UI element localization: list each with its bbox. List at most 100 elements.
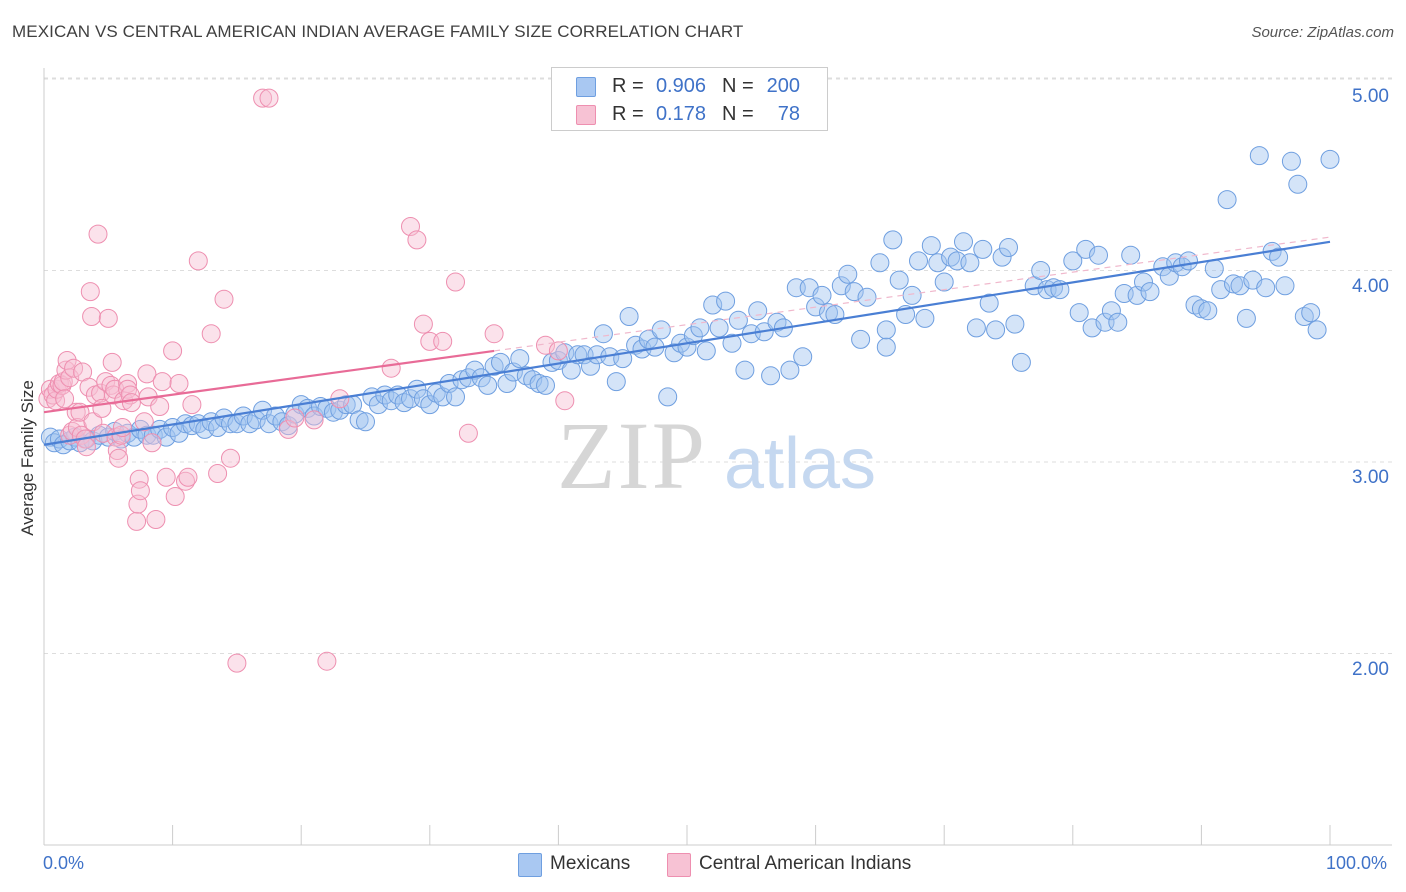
point-mexicans <box>446 387 465 407</box>
r-label: R = <box>612 103 644 125</box>
point-mexicans <box>658 387 678 407</box>
point-mexicans <box>1089 245 1108 265</box>
point-mexicans <box>966 318 986 338</box>
point-mexicans <box>1281 151 1301 171</box>
point-central-american-indians <box>458 423 478 443</box>
point-mexicans <box>510 349 530 369</box>
point-mexicans <box>497 374 517 393</box>
point-mexicans <box>1185 295 1205 315</box>
correlation-stats-box: R = 0.906 N = 200 R = 0.178 N = 78 <box>551 67 828 131</box>
point-central-american-indians <box>304 410 324 430</box>
point-mexicans <box>593 324 613 344</box>
point-mexicans <box>349 410 369 430</box>
point-central-american-indians <box>146 510 166 529</box>
point-mexicans <box>1069 303 1089 323</box>
y-tick-label-3: 3.00 <box>1352 467 1389 488</box>
point-mexicans <box>915 308 935 328</box>
point-mexicans <box>716 291 736 311</box>
point-mexicans <box>793 347 813 367</box>
point-mexicans <box>786 278 806 298</box>
point-central-american-indians <box>152 372 172 392</box>
point-mexicans <box>883 230 903 250</box>
point-mexicans <box>844 282 864 302</box>
point-mexicans <box>876 337 896 357</box>
point-central-american-indians <box>103 385 123 405</box>
point-mexicans <box>208 418 228 437</box>
point-central-american-indians <box>102 352 122 372</box>
point-mexicans <box>491 352 510 372</box>
point-mexicans <box>1082 318 1102 338</box>
point-mexicans <box>529 374 549 393</box>
point-mexicans <box>523 370 543 390</box>
point-mexicans <box>870 253 890 273</box>
trend-line-mexicans <box>43 240 1331 446</box>
point-central-american-indians <box>118 374 138 393</box>
point-mexicans <box>921 236 941 256</box>
point-mexicans <box>1320 149 1340 169</box>
point-mexicans <box>728 310 748 330</box>
point-central-american-indians <box>79 377 99 397</box>
point-central-american-indians <box>253 88 273 108</box>
y-tick-label-5: 5.00 <box>1352 86 1389 107</box>
trend-lines <box>43 236 1331 446</box>
point-mexicans <box>831 276 851 296</box>
point-mexicans <box>735 360 755 380</box>
point-mexicans <box>876 320 896 340</box>
point-mexicans <box>536 375 555 395</box>
point-mexicans <box>928 253 948 273</box>
point-mexicans <box>999 238 1018 257</box>
point-mexicans <box>401 389 420 409</box>
point-mexicans <box>1224 274 1243 294</box>
point-mexicans <box>683 326 703 346</box>
point-mexicans <box>954 232 973 252</box>
point-mexicans <box>761 366 781 386</box>
point-mexicans <box>1108 312 1128 332</box>
point-mexicans <box>1230 276 1250 296</box>
point-mexicans <box>986 320 1006 340</box>
point-central-american-indians <box>150 397 170 416</box>
point-mexicans <box>1288 174 1308 194</box>
point-central-american-indians <box>178 467 198 487</box>
point-mexicans <box>909 251 928 271</box>
n-label: N = <box>722 103 754 125</box>
legend-swatch-central-american-indians <box>667 853 691 877</box>
point-mexicans <box>1204 259 1224 279</box>
point-central-american-indians <box>111 425 131 445</box>
gridlines <box>44 77 1392 654</box>
point-mexicans <box>1217 190 1237 210</box>
point-mexicans <box>1301 303 1321 323</box>
chart-title: MEXICAN VS CENTRAL AMERICAN INDIAN AVERA… <box>12 22 744 41</box>
point-mexicans <box>465 360 485 380</box>
point-mexicans <box>1076 239 1096 259</box>
point-mexicans <box>1179 251 1198 271</box>
legend-label-mexicans: Mexicans <box>550 853 631 874</box>
point-central-american-indians <box>80 282 100 302</box>
point-mexicans <box>1269 247 1289 267</box>
point-mexicans <box>696 341 716 361</box>
n-label: N = <box>722 75 754 97</box>
point-mexicans <box>394 393 414 413</box>
point-mexicans <box>812 285 832 305</box>
point-central-american-indians <box>278 419 298 439</box>
point-mexicans <box>1121 245 1141 265</box>
point-mexicans <box>780 360 800 380</box>
point-central-american-indians <box>109 448 129 468</box>
source-label: Source: ZipAtlas.com <box>1251 24 1394 41</box>
x-tick-label-max: 100.0% <box>1326 853 1388 873</box>
point-mexicans <box>581 356 600 376</box>
n-value: 78 <box>777 103 800 125</box>
point-central-american-indians <box>82 307 102 326</box>
point-mexicans <box>240 414 260 434</box>
point-central-american-indians <box>413 314 433 334</box>
point-central-american-indians <box>134 412 154 432</box>
point-central-american-indians <box>188 251 208 271</box>
point-central-american-indians <box>165 487 185 506</box>
point-mexicans <box>1275 276 1295 296</box>
point-mexicans <box>992 247 1012 267</box>
point-mexicans <box>703 295 723 315</box>
point-central-american-indians <box>407 230 427 250</box>
point-mexicans <box>619 307 639 326</box>
watermark-atlas: atlas <box>724 424 876 504</box>
point-mexicans <box>1005 314 1025 334</box>
point-central-american-indians <box>484 324 504 344</box>
